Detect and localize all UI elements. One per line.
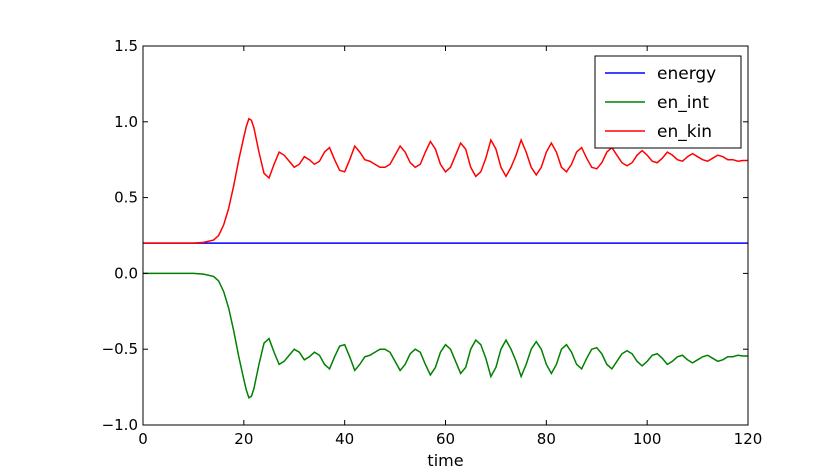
x-tick-label: 120	[734, 430, 763, 448]
y-tick-label: 0.5	[114, 189, 138, 207]
y-tick-label: −1.0	[102, 416, 138, 434]
y-tick-label: 0.0	[114, 264, 138, 282]
x-tick-label: 20	[234, 430, 253, 448]
y-tick-label: 1.0	[114, 113, 138, 131]
series-layer	[143, 117, 748, 399]
x-axis-label: time	[427, 451, 463, 470]
x-tick-label: 40	[335, 430, 354, 448]
x-tick-label: 80	[537, 430, 556, 448]
legend-label-energy: energy	[657, 64, 716, 84]
plot-frame	[142, 45, 749, 426]
series-line-en-kin	[143, 117, 748, 244]
x-tick-label: 0	[138, 430, 148, 448]
x-tick-label: 60	[436, 430, 455, 448]
legend-label-en-kin: en_kin	[657, 122, 712, 142]
legend-label-en-int: en_int	[657, 93, 709, 113]
ticks-layer: 0 20 40 60 80 100 120 −1.0 −0.5 0.0 0.5 1.0 1.5	[102, 37, 763, 448]
series-line-en-int	[143, 272, 748, 399]
y-tick-label: 1.5	[114, 37, 138, 55]
legend: energy en_int en_kin	[594, 55, 742, 149]
y-tick-label: −0.5	[102, 340, 138, 358]
x-tick-label: 100	[633, 430, 662, 448]
